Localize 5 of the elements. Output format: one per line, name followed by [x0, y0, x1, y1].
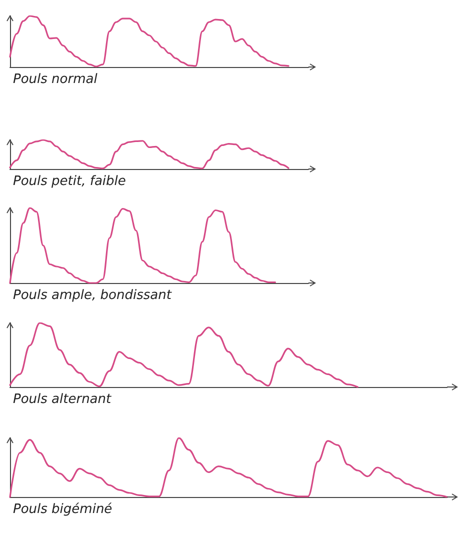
text: Pouls normal: [13, 72, 98, 87]
text: Pouls alternant: [13, 392, 112, 407]
text: Pouls petit, faible: [13, 174, 126, 189]
text: Pouls ample, bondissant: [13, 288, 172, 303]
text: Pouls bigéminé: [13, 502, 112, 517]
